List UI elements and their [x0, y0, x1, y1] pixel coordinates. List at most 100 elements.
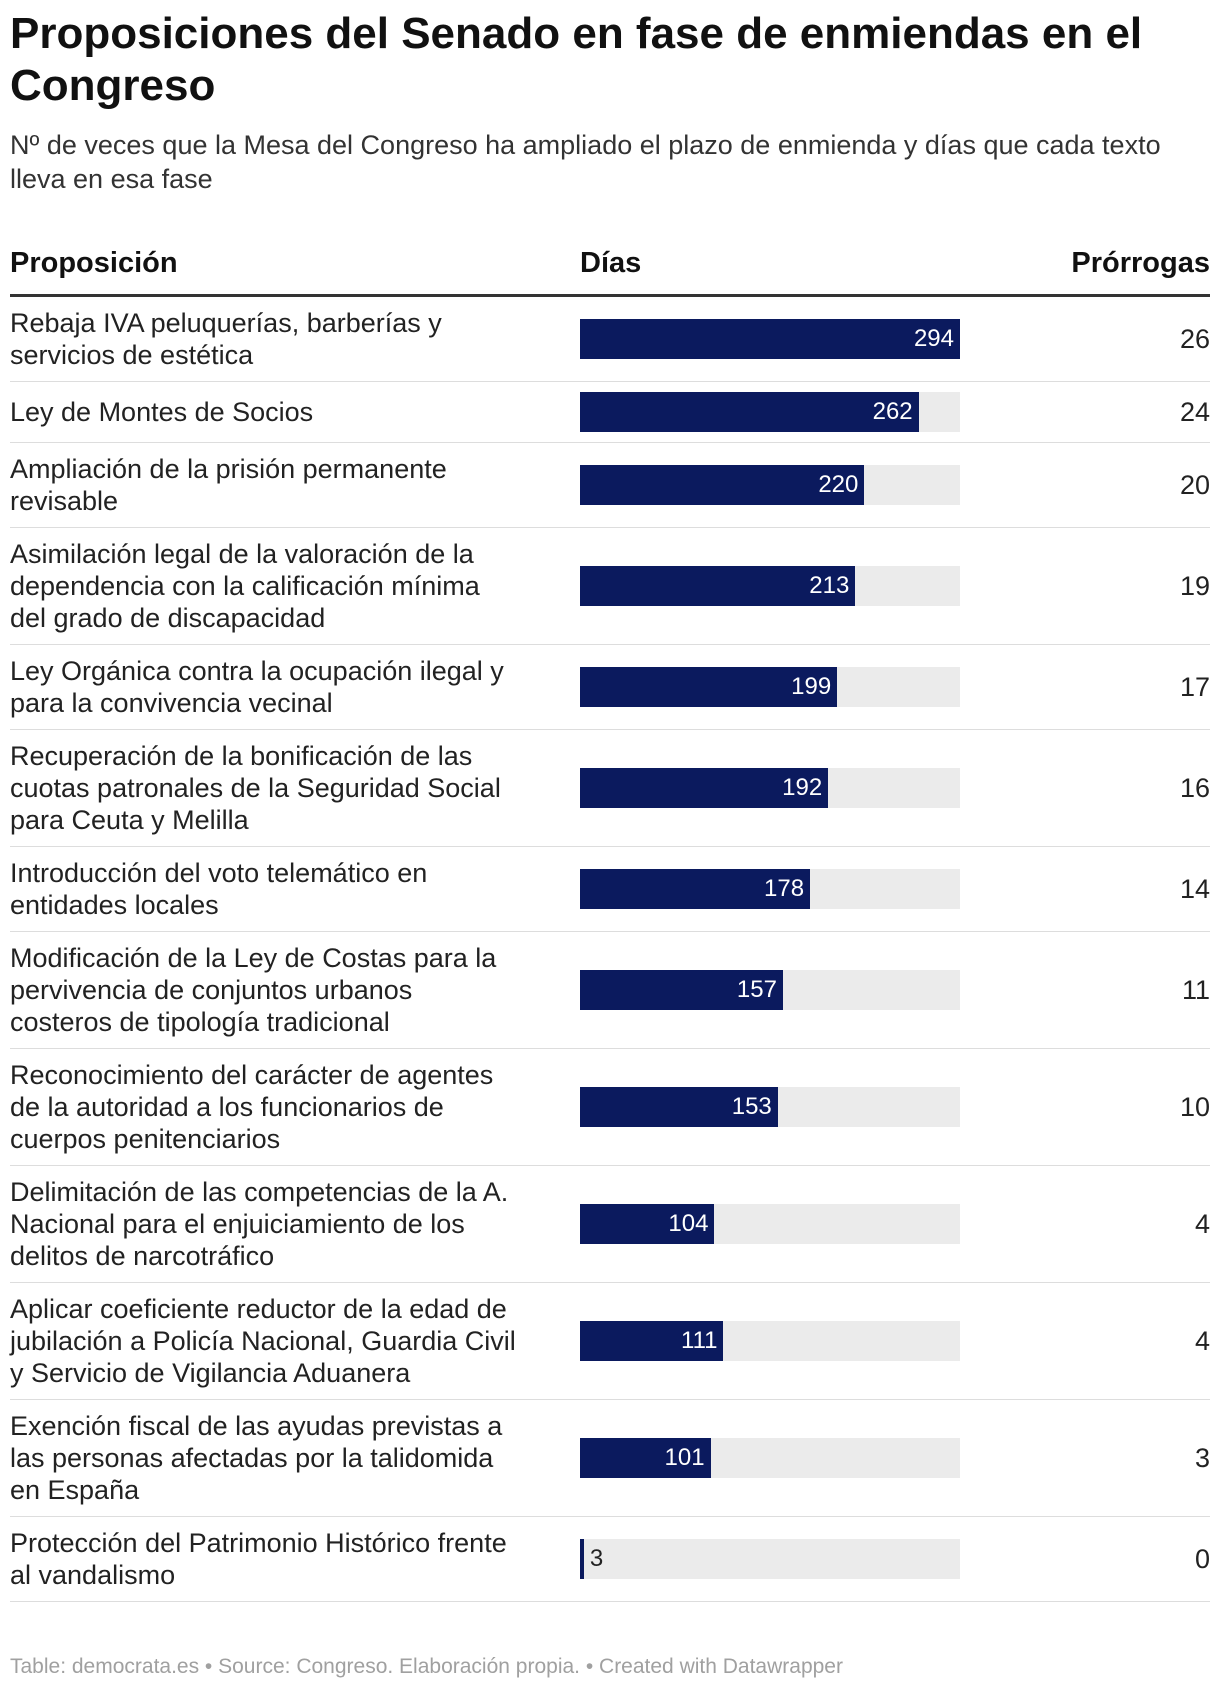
dias-value-label: 192	[782, 774, 823, 801]
dias-cell: 220	[580, 442, 960, 528]
table-row: Reconocimiento del carácter de agentes d…	[10, 1048, 1210, 1166]
dias-bar	[580, 869, 811, 909]
dias-bar	[580, 319, 960, 359]
dias-value-label: 104	[668, 1210, 709, 1237]
prorrogas-cell: 4	[960, 1282, 1210, 1400]
table-row: Asimilación legal de la valoración de la…	[10, 527, 1210, 645]
dias-bar	[580, 392, 919, 432]
chart-title: Proposiciones del Senado en fase de enmi…	[10, 9, 1143, 110]
bar-track: 101	[580, 1438, 960, 1478]
table-row: Recuperación de la bonificación de las c…	[10, 729, 1210, 847]
chart-subtitle: Nº de veces que la Mesa del Congreso ha …	[10, 130, 1161, 194]
dias-bar	[580, 970, 783, 1010]
dias-cell: 213	[580, 527, 960, 645]
prorrogas-cell: 19	[960, 527, 1210, 645]
prorrogas-cell: 24	[960, 381, 1210, 443]
column-header-proposicion[interactable]: Proposición	[10, 240, 580, 297]
dias-cell: 294	[580, 295, 960, 382]
prorrogas-cell: 20	[960, 442, 1210, 528]
column-header-prorrogas[interactable]: Prórrogas	[960, 240, 1210, 297]
table-row: Modificación de la Ley de Costas para la…	[10, 931, 1210, 1049]
dias-value-label: 3	[589, 1545, 604, 1572]
proposicion-cell: Ley de Montes de Socios	[10, 381, 580, 443]
bar-track: 178	[580, 869, 960, 909]
prorrogas-cell: 3	[960, 1399, 1210, 1517]
dias-value-label: 157	[736, 976, 777, 1003]
table-row: Exención fiscal de las ayudas previstas …	[10, 1399, 1210, 1517]
dias-value-label: 111	[681, 1327, 718, 1354]
prorrogas-cell: 26	[960, 295, 1210, 382]
dias-cell: 178	[580, 846, 960, 932]
dias-bar	[580, 1539, 584, 1579]
prorrogas-cell: 17	[960, 644, 1210, 730]
table-row: Ley de Montes de Socios 262 24	[10, 381, 1210, 443]
prorrogas-cell: 14	[960, 846, 1210, 932]
proposicion-cell: Modificación de la Ley de Costas para la…	[10, 931, 580, 1049]
table-row: Rebaja IVA peluquerías, barberías y serv…	[10, 295, 1210, 382]
dias-cell: 101	[580, 1399, 960, 1517]
table-row: Introducción del voto telemático en enti…	[10, 846, 1210, 932]
prorrogas-cell: 0	[960, 1516, 1210, 1602]
bar-track: 213	[580, 566, 960, 606]
dias-bar	[580, 1204, 715, 1244]
dias-value-label: 199	[791, 673, 832, 700]
dias-bar	[580, 667, 838, 707]
dias-cell: 153	[580, 1048, 960, 1166]
footer-credits: Table: democrata.es • Source: Congreso. …	[10, 1655, 843, 1678]
table-row: Delimitación de las competencias de la A…	[10, 1165, 1210, 1283]
bar-track: 3	[580, 1539, 960, 1579]
bar-track: 104	[580, 1204, 960, 1244]
dias-value-label: 178	[764, 875, 805, 902]
bar-track: 199	[580, 667, 960, 707]
dias-bar	[580, 1438, 711, 1478]
dias-value-label: 220	[818, 471, 859, 498]
proposicion-cell: Exención fiscal de las ayudas previstas …	[10, 1399, 580, 1517]
prorrogas-cell: 4	[960, 1165, 1210, 1283]
data-table: Proposición Días Prórrogas Rebaja IVA pe…	[10, 240, 1210, 1602]
prorrogas-cell: 16	[960, 729, 1210, 847]
dias-bar	[580, 1087, 778, 1127]
dias-bar	[580, 768, 829, 808]
dias-value-label: 101	[664, 1444, 705, 1471]
table-row: Protección del Patrimonio Histórico fren…	[10, 1516, 1210, 1602]
proposicion-cell: Protección del Patrimonio Histórico fren…	[10, 1516, 580, 1602]
bar-track: 294	[580, 319, 960, 359]
table-row: Ley Orgánica contra la ocupación ilegal …	[10, 644, 1210, 730]
bar-track: 111	[580, 1321, 960, 1361]
prorrogas-cell: 11	[960, 931, 1210, 1049]
dias-bar	[580, 1321, 724, 1361]
proposicion-cell: Ley Orgánica contra la ocupación ilegal …	[10, 644, 580, 730]
table-row: Aplicar coeficiente reductor de la edad …	[10, 1282, 1210, 1400]
proposicion-cell: Delimitación de las competencias de la A…	[10, 1165, 580, 1283]
proposicion-cell: Aplicar coeficiente reductor de la edad …	[10, 1282, 580, 1400]
table-body: Rebaja IVA peluquerías, barberías y serv…	[10, 295, 1210, 1602]
dias-cell: 3	[580, 1516, 960, 1602]
bar-track: 220	[580, 465, 960, 505]
proposicion-cell: Asimilación legal de la valoración de la…	[10, 527, 580, 645]
dias-bar	[580, 465, 865, 505]
dias-cell: 192	[580, 729, 960, 847]
bar-track: 262	[580, 392, 960, 432]
dias-bar	[580, 566, 856, 606]
bar-track: 153	[580, 1087, 960, 1127]
proposicion-cell: Recuperación de la bonificación de las c…	[10, 729, 580, 847]
bar-track: 157	[580, 970, 960, 1010]
proposicion-cell: Reconocimiento del carácter de agentes d…	[10, 1048, 580, 1166]
prorrogas-cell: 10	[960, 1048, 1210, 1166]
proposicion-cell: Ampliación de la prisión permanente revi…	[10, 442, 580, 528]
table-header-row: Proposición Días Prórrogas	[10, 240, 1210, 297]
dias-value-label: 294	[913, 325, 954, 352]
bar-track: 192	[580, 768, 960, 808]
dias-value-label: 213	[809, 572, 850, 599]
proposicion-cell: Introducción del voto telemático en enti…	[10, 846, 580, 932]
dias-cell: 104	[580, 1165, 960, 1283]
dias-value-label: 262	[872, 398, 913, 425]
dias-cell: 111	[580, 1282, 960, 1400]
dias-value-label: 153	[731, 1093, 772, 1120]
dias-cell: 199	[580, 644, 960, 730]
dias-cell: 157	[580, 931, 960, 1049]
dias-cell: 262	[580, 381, 960, 443]
proposicion-cell: Rebaja IVA peluquerías, barberías y serv…	[10, 295, 580, 382]
column-header-dias[interactable]: Días	[580, 240, 960, 297]
table-row: Ampliación de la prisión permanente revi…	[10, 442, 1210, 528]
